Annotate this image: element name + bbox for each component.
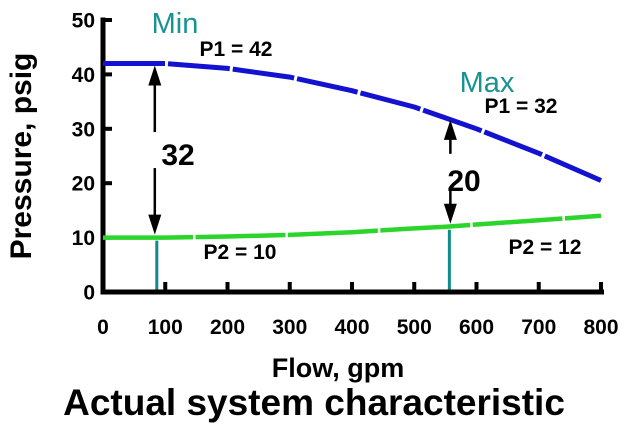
min-arrowhead-up xyxy=(148,65,162,86)
y-tick-label-50: 50 xyxy=(72,10,95,33)
x-tick-label-700: 700 xyxy=(521,316,556,339)
x-axis-title: Flow, gpm xyxy=(272,353,404,383)
p2-max-value-label: P2 = 12 xyxy=(509,236,582,259)
y-axis-title: Pressure, psig xyxy=(5,53,38,260)
x-tick-label-200: 200 xyxy=(210,316,245,339)
min-arrowhead-down xyxy=(148,214,162,235)
x-tick-label-0: 0 xyxy=(97,316,109,339)
y-tick-label-40: 40 xyxy=(72,64,95,87)
max-point-value-label: P1 = 32 xyxy=(485,95,558,118)
x-tick-label-600: 600 xyxy=(459,316,494,339)
x-tick-label-500: 500 xyxy=(397,316,432,339)
chart-title: Actual system characteristic xyxy=(63,382,565,423)
series-curves xyxy=(103,61,603,240)
p2-min-value-label: P2 = 10 xyxy=(204,241,277,264)
max-arrowhead-up xyxy=(443,119,457,140)
curve-p2 xyxy=(103,213,602,240)
y-tick-label-10: 10 xyxy=(72,227,95,250)
x-tick-label-300: 300 xyxy=(272,316,307,339)
max-arrowhead-down xyxy=(443,203,457,224)
y-tick-label-0: 0 xyxy=(83,282,95,305)
x-tick-label-100: 100 xyxy=(148,316,183,339)
min-delta-value: 32 xyxy=(161,139,194,172)
x-tick-label-800: 800 xyxy=(583,316,618,339)
max-delta-value: 20 xyxy=(447,165,480,198)
guide-lines xyxy=(155,229,451,291)
max-annotation-label: Max xyxy=(460,67,515,99)
y-tick-label-20: 20 xyxy=(72,173,95,196)
min-annotation-label: Min xyxy=(152,8,199,40)
min-point-value-label: P1 = 42 xyxy=(200,38,273,61)
y-tick-label-30: 30 xyxy=(72,118,95,141)
curve-p1 xyxy=(103,61,603,183)
x-tick-label-400: 400 xyxy=(334,316,369,339)
delta-arrows xyxy=(148,65,457,235)
